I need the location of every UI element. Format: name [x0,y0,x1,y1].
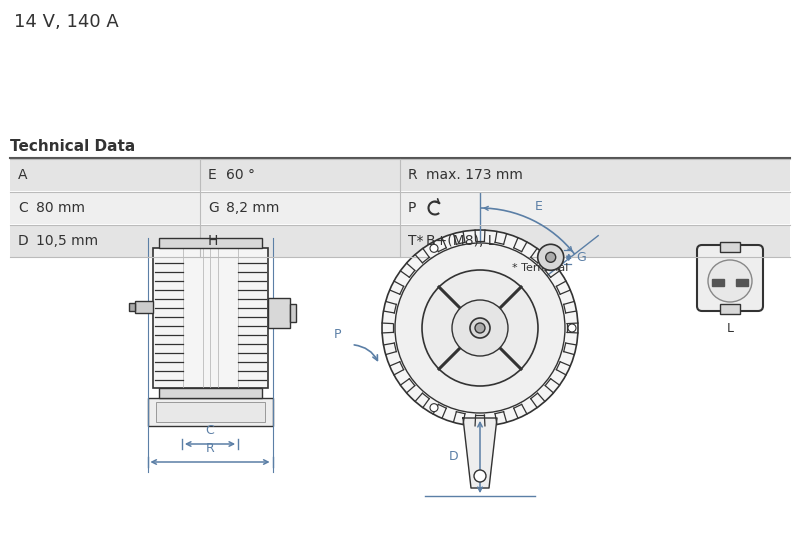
Bar [147,398,273,426]
Circle shape [470,318,490,338]
Bar [720,242,740,252]
Text: C: C [206,424,214,437]
Polygon shape [463,418,497,488]
Ellipse shape [708,260,752,302]
Bar [153,248,267,388]
Bar [736,279,748,286]
Text: G: G [208,201,218,215]
Circle shape [452,300,508,356]
Text: 60 °: 60 ° [226,168,255,182]
Text: H: H [208,234,218,248]
Text: T*: T* [408,234,423,248]
Bar [712,279,724,286]
FancyBboxPatch shape [697,245,763,311]
Text: C: C [18,201,28,215]
Text: D: D [448,450,458,464]
Circle shape [568,324,576,332]
Circle shape [474,470,486,482]
Bar [10,225,790,257]
Bar [134,301,153,313]
Circle shape [430,244,438,252]
Text: 14 V, 140 A: 14 V, 140 A [14,13,118,31]
Text: R: R [408,168,418,182]
Text: E: E [535,200,543,213]
Text: max. 173 mm: max. 173 mm [426,168,523,182]
Text: Technical Data: Technical Data [10,139,135,154]
Bar [155,402,265,422]
Text: A: A [18,168,27,182]
Text: P: P [334,328,342,341]
Text: 80 mm: 80 mm [36,201,85,215]
Circle shape [430,403,438,411]
Bar [720,304,740,314]
Text: P: P [408,201,416,215]
Circle shape [395,243,565,413]
Bar [158,238,262,248]
Text: G: G [577,251,586,264]
Bar [267,298,290,328]
Text: E: E [208,168,217,182]
Circle shape [382,230,578,426]
Bar [10,192,790,224]
Text: L: L [726,322,734,335]
Text: 10,5 mm: 10,5 mm [36,234,98,248]
Circle shape [475,323,485,333]
Circle shape [538,244,564,270]
Bar [10,159,790,191]
Bar [158,388,262,398]
Text: * Terminal: * Terminal [512,263,569,273]
Bar [129,303,134,311]
Text: R: R [206,442,214,455]
Text: 8,2 mm: 8,2 mm [226,201,279,215]
Text: B+(M8), L: B+(M8), L [426,234,495,248]
Bar [290,304,295,322]
Text: D: D [18,234,29,248]
Circle shape [546,252,556,262]
Circle shape [422,270,538,386]
